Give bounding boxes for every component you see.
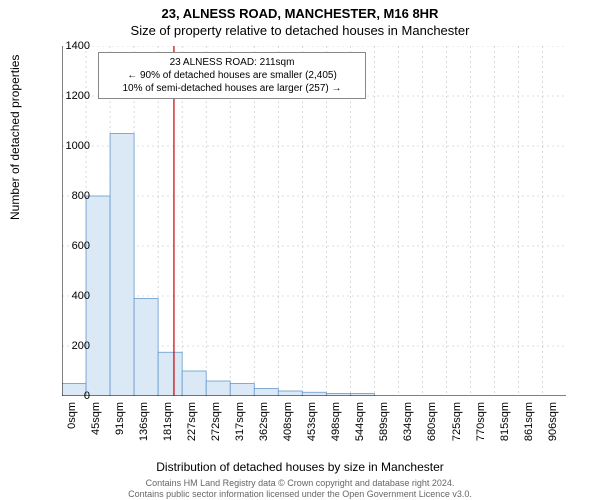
x-axis-label: Distribution of detached houses by size …	[0, 460, 600, 474]
x-tick-label: 861sqm	[523, 402, 535, 441]
x-tick-label: 362sqm	[258, 402, 270, 441]
y-tick-label: 1000	[66, 140, 90, 152]
x-tick-label: 815sqm	[499, 402, 511, 441]
y-tick-label: 200	[72, 340, 90, 352]
y-tick-label: 800	[72, 190, 90, 202]
x-tick-label: 453sqm	[306, 402, 318, 441]
chart-title-address: 23, ALNESS ROAD, MANCHESTER, M16 8HR	[0, 0, 600, 21]
annotation-line3: 10% of semi-detached houses are larger (…	[105, 82, 359, 95]
x-tick-label: 906sqm	[547, 402, 559, 441]
x-tick-label: 272sqm	[210, 402, 222, 441]
x-tick-label: 227sqm	[186, 402, 198, 441]
x-tick-label: 408sqm	[282, 402, 294, 441]
y-tick-label: 400	[72, 290, 90, 302]
y-axis-label: Number of detached properties	[8, 55, 22, 220]
x-tick-label: 544sqm	[354, 402, 366, 441]
y-tick-label: 0	[84, 390, 90, 402]
x-tick-label: 634sqm	[402, 402, 414, 441]
y-tick-label: 1200	[66, 90, 90, 102]
y-tick-label: 600	[72, 240, 90, 252]
annotation-box: 23 ALNESS ROAD: 211sqm ← 90% of detached…	[98, 52, 366, 99]
x-tick-label: 725sqm	[451, 402, 463, 441]
x-tick-label: 770sqm	[475, 402, 487, 441]
x-tick-label: 45sqm	[90, 402, 102, 435]
x-tick-label: 136sqm	[138, 402, 150, 441]
x-tick-label: 498sqm	[330, 402, 342, 441]
y-tick-label: 1400	[66, 40, 90, 52]
x-tick-label: 680sqm	[426, 402, 438, 441]
x-tick-label: 91sqm	[114, 402, 126, 435]
x-tick-label: 181sqm	[162, 402, 174, 441]
annotation-line2: ← 90% of detached houses are smaller (2,…	[105, 69, 359, 82]
footer-copyright-2: Contains public sector information licen…	[0, 489, 600, 499]
x-tick-label: 589sqm	[378, 402, 390, 441]
x-tick-label: 0sqm	[66, 402, 78, 429]
footer-copyright-1: Contains HM Land Registry data © Crown c…	[0, 478, 600, 488]
chart-title-subtitle: Size of property relative to detached ho…	[0, 21, 600, 42]
annotation-line1: 23 ALNESS ROAD: 211sqm	[105, 56, 359, 69]
x-tick-label: 317sqm	[234, 402, 246, 441]
